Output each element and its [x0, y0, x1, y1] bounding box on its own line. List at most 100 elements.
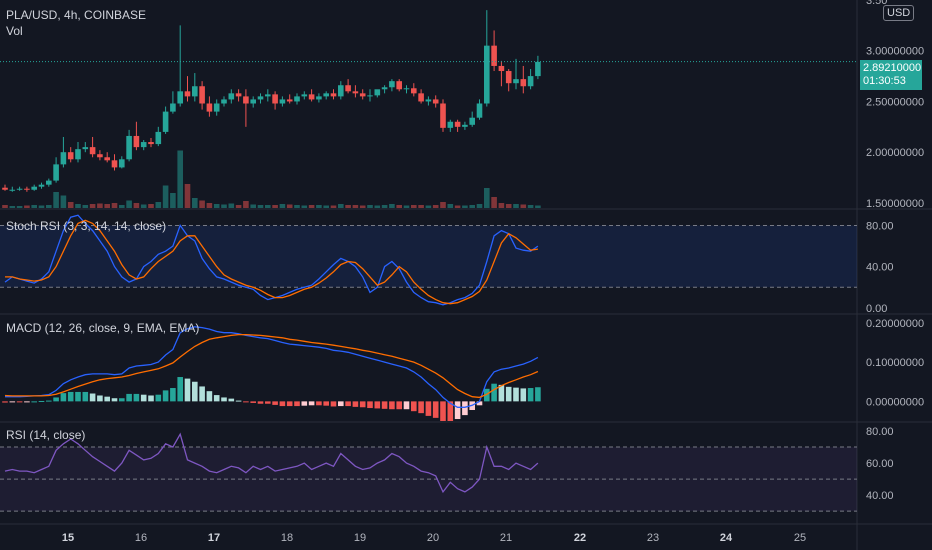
- price-tick-label: 3.50: [866, 0, 887, 7]
- macd-histogram-bar: [155, 394, 162, 402]
- candle-body: [148, 142, 154, 145]
- macd-histogram-bar: [447, 401, 454, 421]
- candle-body: [140, 142, 147, 148]
- candle-body: [60, 152, 67, 165]
- macd-histogram-bar: [97, 395, 103, 402]
- volume-bar: [418, 205, 424, 208]
- currency-selector[interactable]: USD: [883, 5, 915, 21]
- macd-histogram-bar: [367, 401, 373, 409]
- macd-histogram-bar: [279, 401, 286, 407]
- volume-bar: [16, 206, 23, 208]
- candle-body: [418, 93, 424, 102]
- macd-histogram-bar: [330, 401, 337, 407]
- volume-bar: [345, 205, 351, 208]
- macd-histogram-bar: [228, 398, 235, 402]
- volume-bar: [177, 150, 183, 208]
- time-tick-label: 19: [354, 532, 366, 544]
- volume-bar: [352, 205, 359, 208]
- stoch-d-line: [5, 219, 538, 305]
- macd-histogram-bar: [411, 401, 417, 412]
- macd-histogram-bar: [403, 401, 410, 410]
- candle-body: [359, 93, 366, 97]
- candle-body: [403, 88, 410, 90]
- candle-body: [126, 135, 132, 160]
- candle-body: [206, 103, 213, 112]
- last-price-tag: 2.89210000 01:30:53: [860, 60, 922, 90]
- candle-body: [162, 111, 169, 132]
- candle-body: [24, 188, 30, 190]
- macd-histogram-bar: [235, 400, 242, 402]
- macd-histogram-bar: [396, 401, 402, 410]
- volume-bar: [396, 205, 402, 208]
- candle-body: [228, 93, 235, 100]
- candle-body: [352, 91, 359, 94]
- volume-bar: [228, 203, 235, 208]
- candle-body: [133, 135, 140, 148]
- candle-body: [381, 87, 388, 90]
- volume-bar: [53, 192, 59, 208]
- macd-histogram-bar: [520, 388, 527, 402]
- volume-bar: [316, 205, 322, 208]
- macd-histogram-bar: [440, 401, 446, 421]
- volume-bar: [403, 205, 410, 208]
- macd-histogram-bar: [170, 388, 176, 402]
- volume-bar: [38, 205, 45, 208]
- macd-histogram-bar: [221, 397, 227, 402]
- volume-bar: [286, 204, 293, 208]
- volume-bar: [243, 201, 249, 208]
- volume-bar: [97, 203, 103, 208]
- macd-histogram-bar: [359, 401, 366, 408]
- volume-bar: [425, 205, 432, 208]
- candle-body: [257, 96, 264, 100]
- volume-bar: [75, 204, 81, 208]
- volume-bar: [454, 205, 461, 208]
- macd-histogram-bar: [294, 401, 300, 407]
- candle-body: [265, 94, 271, 97]
- volume-bar: [359, 205, 366, 208]
- volume-bar: [323, 205, 329, 208]
- candle-body: [535, 61, 541, 77]
- volume-bar: [520, 204, 527, 208]
- macd-histogram-bar: [89, 393, 96, 402]
- macd-histogram-bar: [177, 377, 183, 402]
- volume-bar: [513, 204, 519, 208]
- time-tick-label: 15: [62, 532, 74, 544]
- candle-body: [221, 99, 227, 104]
- macd-histogram-bar: [323, 401, 329, 406]
- macd-histogram-bar: [265, 401, 271, 404]
- candle-body: [97, 154, 103, 158]
- macd-histogram-bar: [484, 388, 490, 402]
- macd-histogram-bar: [250, 401, 256, 403]
- volume-bar: [257, 205, 264, 208]
- macd-histogram-bar: [381, 401, 388, 409]
- rsi-tick-label: 40.00: [866, 490, 894, 502]
- candle-body: [469, 117, 475, 125]
- price-tick-label: 1.50000000: [866, 198, 924, 210]
- candle-body: [9, 189, 16, 191]
- candle-body: [67, 152, 74, 160]
- symbol-title: PLA/USD, 4h, COINBASE: [6, 8, 147, 22]
- macd-histogram-bar: [162, 390, 169, 402]
- macd-histogram-bar: [133, 393, 140, 402]
- volume-bar: [162, 185, 169, 208]
- macd-histogram-bar: [2, 401, 8, 403]
- macd-histogram-bar: [389, 401, 395, 410]
- stoch-tick-label: 0.00: [866, 303, 887, 315]
- time-tick-label: 25: [794, 532, 806, 544]
- macd-histogram-bar: [199, 386, 205, 402]
- macd-histogram-bar: [491, 383, 497, 402]
- candle-body: [476, 103, 483, 118]
- stoch-rsi-label: Stoch RSI (3, 3, 14, 14, close): [6, 219, 167, 233]
- candle-body: [527, 76, 534, 87]
- volume-bar: [192, 198, 198, 208]
- macd-histogram-bar: [338, 401, 344, 407]
- macd-histogram-bar: [308, 401, 315, 406]
- candle-body: [308, 94, 315, 100]
- macd-histogram-bar: [527, 388, 534, 402]
- stoch-tick-label: 80.00: [866, 220, 894, 232]
- volume-bar: [148, 204, 154, 208]
- volume-bar: [308, 205, 315, 208]
- candle-body: [155, 131, 162, 145]
- candle-body: [177, 91, 183, 104]
